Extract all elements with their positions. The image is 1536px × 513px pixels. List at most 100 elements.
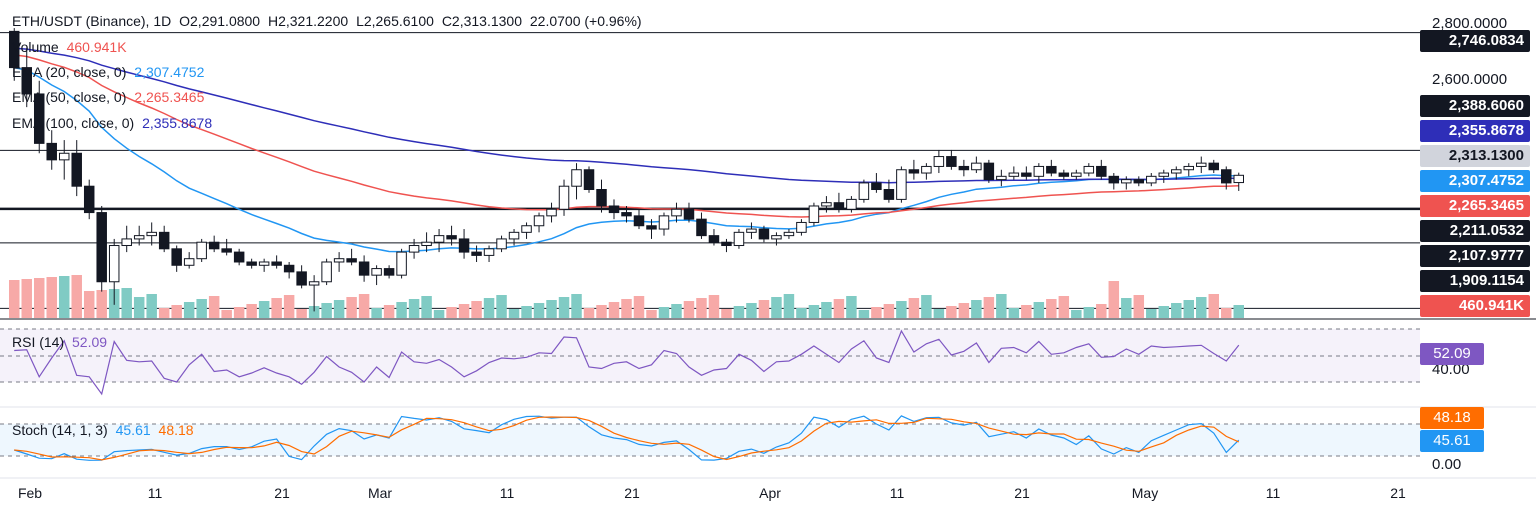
candle-body xyxy=(1208,162,1220,171)
volume-legend[interactable]: Volume 460.941K xyxy=(12,38,131,56)
volume-bar xyxy=(433,310,445,318)
rsi-legend[interactable]: RSI (14) 52.09 xyxy=(12,333,111,351)
volume-bar xyxy=(508,309,520,318)
volume-bar xyxy=(246,304,257,318)
candle-body xyxy=(1133,179,1145,184)
volume-bar xyxy=(821,302,832,318)
volume-bar xyxy=(96,290,107,318)
volume-bar xyxy=(321,303,332,318)
volume-bar xyxy=(296,309,307,318)
volume-bar xyxy=(596,305,607,318)
ema100-price-label: 2,355.8678 xyxy=(1420,120,1530,142)
candle-body xyxy=(358,261,370,276)
candle-body xyxy=(333,258,345,263)
candle-body xyxy=(1083,165,1095,174)
volume-bar xyxy=(1233,305,1245,318)
volume-bar xyxy=(608,302,620,318)
date-tick: 21 xyxy=(274,485,290,501)
volume-bar xyxy=(533,303,545,318)
header-legend: ETH/USDT (Binance), 1D O2,291.0800 H2,32… xyxy=(12,12,646,30)
volume-bar xyxy=(471,301,482,318)
candle-body xyxy=(96,212,107,283)
volume-bar xyxy=(996,294,1007,318)
candle-body xyxy=(321,261,332,283)
candle-body xyxy=(433,235,445,243)
candle-body xyxy=(746,228,757,233)
ema20-label: EMA (20, close, 0) xyxy=(12,64,127,80)
volume-bar xyxy=(1033,302,1045,318)
volume-bar xyxy=(583,308,595,318)
rsi-tick-40: 40.00 xyxy=(1432,361,1470,378)
volume-bar xyxy=(1183,300,1195,318)
candle-body xyxy=(558,185,570,210)
volume-bar xyxy=(1046,299,1057,318)
candle-body xyxy=(833,202,845,210)
volume-bar xyxy=(1146,309,1157,318)
date-tick: 11 xyxy=(147,485,163,501)
candle-body xyxy=(108,245,120,283)
volume-bar xyxy=(158,308,170,318)
candle-body xyxy=(171,248,182,266)
volume-bar xyxy=(46,277,57,318)
candle-body xyxy=(671,208,682,217)
stoch-legend[interactable]: Stoch (14, 1, 3) 45.61 48.18 xyxy=(12,421,198,439)
date-tick: 21 xyxy=(624,485,640,501)
volume-bar xyxy=(921,295,932,318)
volume-bar xyxy=(708,295,720,318)
volume-bar xyxy=(571,294,582,318)
volume-bar xyxy=(396,302,407,318)
candle-body xyxy=(696,218,707,237)
stoch-k-value: 45.61 xyxy=(115,422,151,438)
candle-body xyxy=(1221,169,1232,184)
candle-body xyxy=(996,175,1007,181)
ema20-legend[interactable]: EMA (20, close, 0) 2,307.4752 xyxy=(12,63,208,81)
candle-body xyxy=(371,268,382,276)
candle-body xyxy=(233,251,245,263)
candle-body xyxy=(858,182,870,200)
rsi-line xyxy=(14,329,1240,396)
ema50-legend[interactable]: EMA (50, close, 0) 2,265.3465 xyxy=(12,88,208,106)
rsi-band xyxy=(0,329,1420,382)
candle-body xyxy=(1158,172,1170,177)
volume-bar xyxy=(721,309,732,318)
stoch-d-line xyxy=(14,416,1240,461)
volume-bar xyxy=(346,297,357,318)
candle-body xyxy=(1171,169,1182,174)
candle-body xyxy=(71,152,82,187)
price-tick-2800: 2,800.0000 xyxy=(1432,15,1508,32)
volume-bar xyxy=(858,310,870,318)
volume-bar xyxy=(58,276,70,318)
candle-body xyxy=(683,208,695,220)
candle-body xyxy=(921,165,932,174)
candle-body xyxy=(1058,172,1070,177)
candle-body xyxy=(1096,165,1107,177)
candle-body xyxy=(396,251,407,276)
candle-body xyxy=(246,261,257,266)
volume-bar xyxy=(883,304,895,318)
volume-bar xyxy=(1083,307,1095,318)
candle-body xyxy=(1146,175,1157,184)
volume-bar xyxy=(271,298,282,318)
candle-body xyxy=(908,169,920,174)
volume-bar xyxy=(546,300,557,318)
symbol-label[interactable]: ETH/USDT (Binance), 1D xyxy=(12,13,172,29)
open-value: O2,291.0800 xyxy=(179,13,261,29)
volume-bar xyxy=(458,304,470,318)
candle-body xyxy=(721,241,732,247)
volume-bar xyxy=(746,303,757,318)
candle-body xyxy=(771,235,782,240)
candle-body xyxy=(146,231,157,237)
volume-bar xyxy=(846,296,857,318)
candle-body xyxy=(946,156,957,167)
ema100-legend[interactable]: EMA (100, close, 0) 2,355.8678 xyxy=(12,114,216,132)
candle-body xyxy=(421,241,432,247)
candle-body xyxy=(271,261,282,266)
candle-body xyxy=(158,231,170,250)
candle-body xyxy=(983,162,995,181)
candle-body xyxy=(8,30,20,69)
volume-bar xyxy=(221,310,232,318)
volume-bar xyxy=(833,299,845,318)
candle-body xyxy=(596,189,607,207)
date-tick: 11 xyxy=(499,485,515,501)
